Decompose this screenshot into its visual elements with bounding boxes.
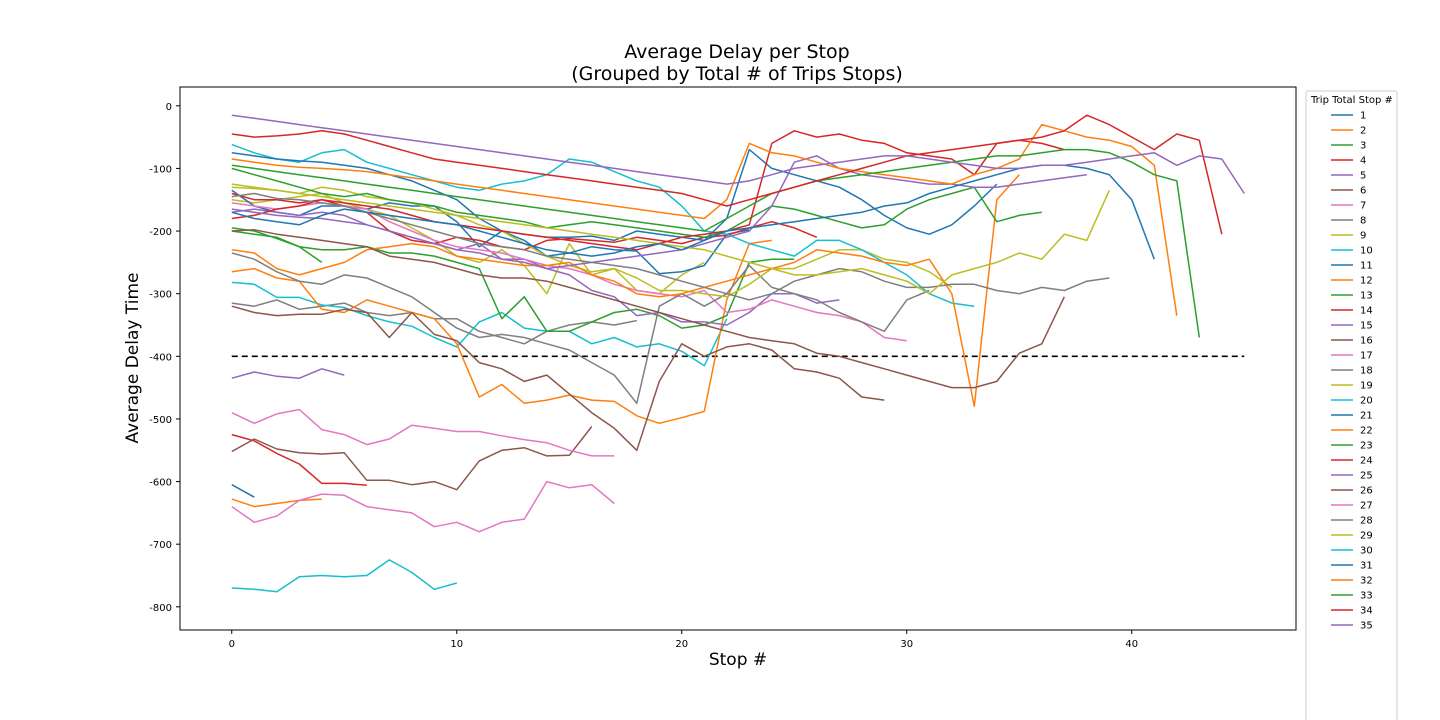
- plot-area: [179, 86, 1297, 631]
- legend-label: 26: [1360, 486, 1373, 497]
- series-line-3: [231, 230, 323, 264]
- legend-label: 24: [1360, 456, 1373, 467]
- series-line-1: [231, 484, 255, 498]
- legend-label: 1: [1360, 111, 1366, 122]
- series-line-26: [231, 229, 1065, 389]
- series-line-4: [231, 433, 367, 487]
- series-line-31: [231, 164, 1156, 260]
- y-tick-label: 0: [166, 102, 172, 113]
- axis-ticks: 0 10 20 30 40 0 -100 -200 -300 -400 -500 -600 -700 -8…: [149, 102, 1138, 650]
- legend-label: 25: [1360, 471, 1373, 482]
- legend-label: 15: [1360, 321, 1373, 332]
- series-line-30: [231, 559, 458, 593]
- series-line-19: [231, 183, 953, 298]
- x-tick-label: 20: [675, 639, 688, 650]
- legend-label: 28: [1360, 516, 1373, 527]
- y-tick-label: -400: [149, 352, 172, 363]
- legend-label: 4: [1360, 156, 1366, 167]
- y-tick-label: -600: [149, 478, 172, 489]
- legend-label: 12: [1360, 276, 1373, 287]
- legend: Trip Total Stop # 1234567891011121314151…: [1305, 90, 1398, 720]
- legend-label: 19: [1360, 381, 1373, 392]
- series-line-12: [231, 239, 772, 425]
- series-line-18: [231, 252, 930, 405]
- series-line-35: [231, 114, 1245, 194]
- legend-label: 17: [1360, 351, 1373, 362]
- series-lines: [231, 114, 1245, 593]
- legend-label: 8: [1360, 216, 1366, 227]
- legend-label: 34: [1360, 606, 1373, 617]
- x-tick-label: 40: [1125, 639, 1138, 650]
- series-line-33: [231, 148, 1201, 338]
- x-tick-label: 0: [229, 639, 235, 650]
- series-line-13: [231, 227, 795, 333]
- legend-box: [1305, 90, 1398, 720]
- series-line-15: [231, 208, 840, 326]
- legend-label: 21: [1360, 411, 1373, 422]
- legend-label: 30: [1360, 546, 1373, 557]
- legend-label: 10: [1360, 246, 1373, 257]
- legend-label: 11: [1360, 261, 1373, 272]
- chart-title-line-1: Average Delay per Stop: [624, 41, 849, 63]
- legend-label: 3: [1360, 141, 1366, 152]
- legend-label: 31: [1360, 561, 1373, 572]
- series-line-11: [231, 189, 750, 275]
- series-line-10: [231, 281, 728, 367]
- legend-label: 32: [1360, 576, 1373, 587]
- legend-label: 5: [1360, 171, 1366, 182]
- legend-label: 16: [1360, 336, 1373, 347]
- x-tick-label: 30: [900, 639, 913, 650]
- legend-label: 7: [1360, 201, 1366, 212]
- series-line-6: [231, 426, 593, 491]
- y-tick-label: -800: [149, 603, 172, 614]
- y-tick-label: -200: [149, 227, 172, 238]
- legend-label: 33: [1360, 591, 1373, 602]
- y-tick-label: -300: [149, 290, 172, 301]
- y-tick-label: -500: [149, 415, 172, 426]
- legend-label: 35: [1360, 621, 1373, 632]
- x-tick-label: 10: [450, 639, 463, 650]
- legend-title: Trip Total Stop #: [1310, 95, 1393, 106]
- legend-label: 23: [1360, 441, 1373, 452]
- series-line-5: [231, 368, 345, 379]
- y-axis-label: Average Delay Time: [123, 273, 143, 444]
- series-line-17: [231, 202, 907, 342]
- series-line-34: [231, 114, 1223, 235]
- legend-label: 9: [1360, 231, 1366, 242]
- legend-label: 29: [1360, 531, 1373, 542]
- chart-title-line-2: (Grouped by Total # of Trips Stops): [571, 63, 903, 85]
- series-line-32: [231, 123, 1178, 316]
- legend-label: 2: [1360, 126, 1366, 137]
- series-line-16: [231, 305, 885, 452]
- series-line-29: [231, 186, 1110, 295]
- legend-label: 14: [1360, 306, 1373, 317]
- x-axis-label: Stop #: [709, 650, 767, 670]
- series-line-23: [231, 167, 1042, 239]
- series-line-7: [231, 408, 615, 457]
- legend-label: 20: [1360, 396, 1373, 407]
- series-line-25: [231, 155, 1087, 270]
- series-line-28: [231, 192, 1110, 301]
- series-line-21: [231, 148, 998, 242]
- y-tick-label: -100: [149, 164, 172, 175]
- legend-label: 18: [1360, 366, 1373, 377]
- legend-items: 1234567891011121314151617181920212223242…: [1331, 111, 1373, 632]
- series-line-2: [231, 498, 322, 508]
- legend-label: 13: [1360, 291, 1373, 302]
- series-line-22: [231, 174, 1020, 408]
- legend-label: 22: [1360, 426, 1373, 437]
- series-line-27: [231, 480, 615, 533]
- legend-label: 6: [1360, 186, 1366, 197]
- y-tick-label: -700: [149, 540, 172, 551]
- legend-label: 27: [1360, 501, 1373, 512]
- series-line-24: [231, 130, 1065, 251]
